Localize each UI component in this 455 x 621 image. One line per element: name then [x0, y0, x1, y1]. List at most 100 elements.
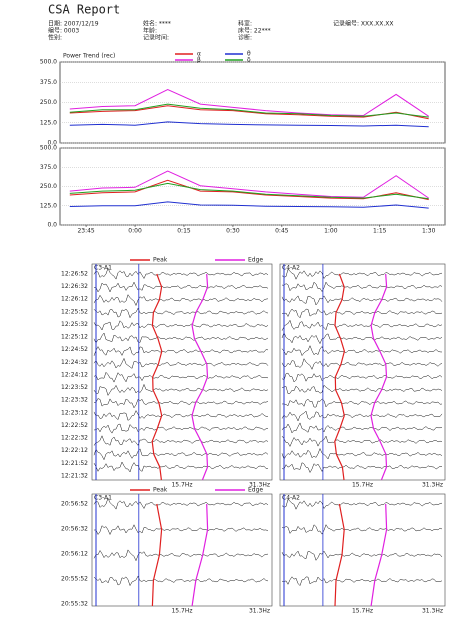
report-title: CSA Report [48, 3, 120, 17]
edge-line [191, 273, 209, 481]
x-tick-label: 1:30 [422, 228, 436, 235]
legend-label: Edge [248, 487, 263, 494]
y-tick-label: 250.0 [40, 99, 57, 106]
time-label: 12:24:32 [61, 359, 88, 366]
peak-line [334, 273, 346, 481]
edge-line [370, 503, 388, 607]
eeg-trace [93, 575, 269, 587]
y-tick-label: 500.0 [40, 59, 57, 66]
y-tick-label: 500.0 [40, 145, 57, 152]
eeg-trace [93, 357, 269, 369]
eeg-trace [93, 346, 269, 356]
eeg-trace [93, 448, 269, 461]
eeg-trace [281, 550, 443, 561]
eeg-trace [93, 320, 269, 331]
eeg-trace [93, 383, 269, 396]
series-line [69, 170, 429, 199]
y-tick-label: 375.0 [40, 79, 57, 86]
eeg-trace [93, 461, 269, 473]
header-field: 诊断: [238, 34, 252, 42]
time-label: 12:22:32 [61, 435, 88, 442]
eeg-trace [93, 294, 269, 307]
csa-panel-title: C3-A1 [94, 265, 112, 272]
freq-label: 31.3Hz [422, 482, 443, 489]
series-line [69, 182, 429, 200]
eeg-trace [281, 308, 443, 319]
header-field: 性别: [48, 34, 62, 42]
eeg-trace [281, 524, 443, 535]
x-tick-label: 0:45 [275, 228, 289, 235]
legend-label: Peak [153, 257, 168, 264]
csa-panel-title: C4-A2 [282, 265, 300, 272]
csa-panel-title: C3-A1 [94, 495, 112, 502]
time-label: 20:56:12 [61, 550, 88, 557]
edge-line [370, 273, 388, 481]
y-tick-label: 125.0 [40, 119, 57, 126]
legend-label: Peak [153, 487, 168, 494]
eeg-trace [93, 410, 269, 421]
eeg-trace [281, 447, 443, 460]
legend-label: β [197, 57, 201, 64]
time-label: 12:25:52 [61, 308, 88, 315]
freq-label: 31.3Hz [249, 482, 270, 489]
time-label: 12:25:12 [61, 334, 88, 341]
y-tick-label: 250.0 [40, 183, 57, 190]
time-label: 12:25:32 [61, 321, 88, 328]
eeg-trace [94, 281, 269, 293]
legend-label: θ [247, 51, 251, 58]
eeg-trace [93, 332, 269, 344]
y-tick-label: 375.0 [40, 164, 57, 171]
eeg-trace [281, 268, 443, 280]
y-tick-label: 0.0 [47, 222, 57, 229]
header-field: 记录编号: XXX.XX.XX [333, 20, 394, 28]
series-line [69, 201, 429, 209]
legend-label: α [197, 51, 201, 58]
eeg-trace [281, 576, 443, 587]
time-label: 12:22:12 [61, 447, 88, 454]
series-line [69, 121, 429, 128]
header-field: 年龄: [143, 27, 157, 35]
time-label: 20:56:52 [61, 501, 88, 508]
chart-title: Power Trend (rec) [63, 53, 115, 60]
eeg-trace [281, 398, 443, 408]
time-label: 12:26:12 [61, 296, 88, 303]
time-label: 12:23:12 [61, 409, 88, 416]
header-field: 科室: [238, 20, 252, 28]
eeg-trace [281, 281, 443, 292]
peak-line [151, 503, 163, 607]
eeg-trace [281, 372, 443, 383]
header-field: 记录时间: [143, 34, 169, 42]
csa-panel-title: C4-A2 [282, 495, 300, 502]
freq-label: 31.3Hz [422, 608, 443, 615]
freq-label: 15.7Hz [352, 608, 373, 615]
header-field: 编号: 0003 [48, 27, 79, 35]
time-label: 12:21:52 [61, 460, 88, 467]
eeg-trace [281, 295, 443, 306]
series-line [69, 88, 429, 117]
x-tick-label: 0:00 [128, 228, 142, 235]
eeg-trace [93, 398, 269, 409]
time-label: 12:21:32 [61, 472, 88, 479]
time-label: 20:56:32 [61, 525, 88, 532]
peak-line [334, 503, 345, 607]
time-label: 12:23:52 [61, 384, 88, 391]
eeg-trace [93, 497, 269, 510]
eeg-trace [281, 358, 443, 370]
freq-label: 15.7Hz [171, 482, 192, 489]
csa-panel [91, 263, 273, 481]
legend-label: Edge [248, 257, 263, 264]
time-label: 12:24:52 [61, 346, 88, 353]
y-tick-label: 0.0 [47, 140, 57, 147]
x-tick-label: 23:45 [77, 228, 94, 235]
series-line [69, 103, 429, 118]
header-field: 床号: 22*** [238, 27, 271, 35]
time-label: 12:26:32 [61, 283, 88, 290]
csa-panel [279, 493, 446, 607]
time-label: 12:23:32 [61, 397, 88, 404]
time-label: 12:26:52 [61, 271, 88, 278]
edge-line [191, 503, 209, 607]
time-label: 12:22:52 [61, 422, 88, 429]
eeg-trace [93, 371, 269, 383]
peak-line [151, 273, 163, 481]
